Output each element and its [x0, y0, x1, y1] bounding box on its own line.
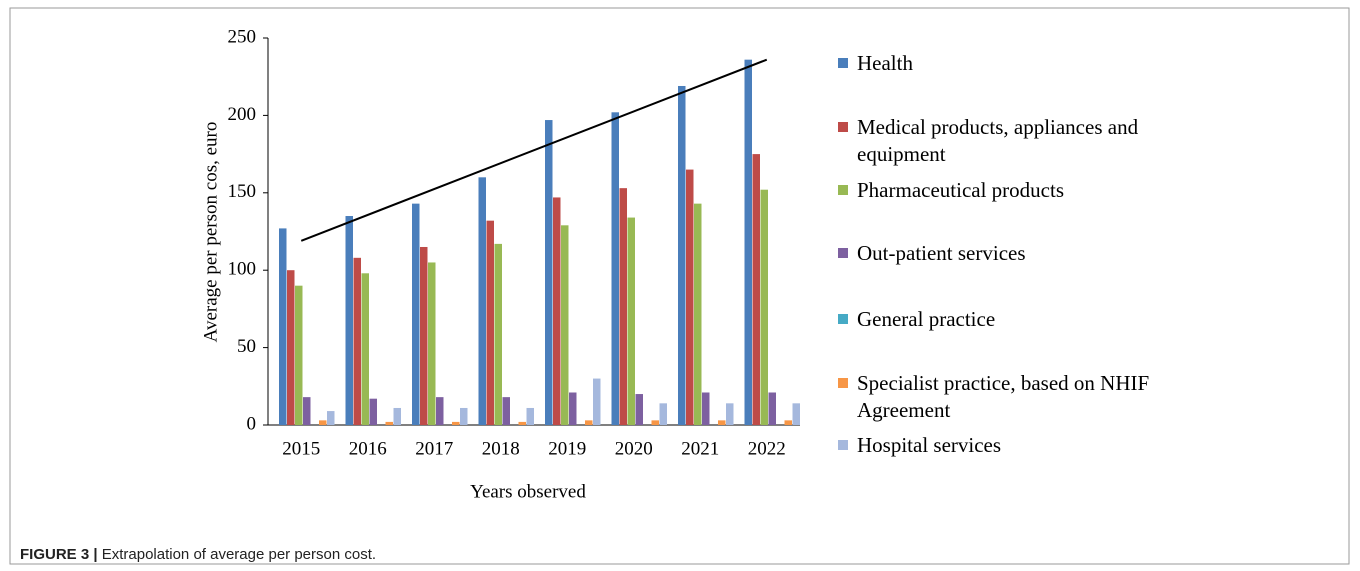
bar	[295, 285, 303, 425]
bar	[686, 169, 694, 425]
bar	[627, 217, 635, 425]
legend-label: Out-patient services	[857, 241, 1026, 265]
y-tick-label: 0	[247, 413, 257, 434]
bar	[561, 225, 569, 425]
bar	[792, 403, 800, 425]
bar	[744, 59, 752, 426]
x-tick-label: 2016	[349, 438, 387, 459]
caption-text: Extrapolation of average per person cost…	[101, 546, 377, 563]
legend-swatch	[838, 314, 848, 324]
legend-swatch	[838, 185, 848, 195]
bar	[553, 197, 561, 425]
legend-label: Pharmaceutical products	[857, 178, 1065, 202]
bar	[635, 394, 643, 425]
bar	[412, 203, 420, 425]
legend-label: Medical products, appliances and equipme…	[857, 115, 1139, 166]
x-tick-label: 2015	[282, 438, 320, 459]
bar	[452, 421, 460, 425]
bar	[702, 392, 710, 425]
bar	[279, 228, 287, 425]
bar	[726, 403, 734, 425]
bar	[436, 397, 444, 425]
bar	[545, 120, 553, 425]
bar	[611, 112, 619, 425]
x-tick-label: 2022	[748, 438, 786, 459]
caption: FIGURE 3 | Extrapolation of average per …	[20, 546, 376, 563]
x-tick-label: 2017	[415, 438, 453, 459]
figure-border	[9, 7, 1350, 565]
bar	[486, 220, 494, 425]
bar	[593, 378, 601, 425]
y-tick-label: 50	[237, 336, 256, 357]
legend-label: Hospital services	[857, 433, 1002, 457]
bar	[502, 397, 510, 425]
legend-swatch	[838, 58, 848, 68]
bar	[569, 392, 577, 425]
bar	[752, 154, 760, 425]
legend-swatch	[838, 378, 848, 388]
bar	[287, 270, 295, 425]
bar	[478, 177, 486, 425]
bar	[319, 420, 327, 425]
bar	[760, 189, 768, 425]
bar	[494, 243, 502, 425]
legend-swatch	[838, 122, 848, 132]
legend-swatch	[838, 440, 848, 450]
bar	[460, 407, 468, 425]
bar	[678, 85, 686, 425]
legend-label: General practice	[857, 307, 996, 331]
caption-label: FIGURE 3 |	[20, 546, 98, 563]
y-axis-label: Average per person cos, euro	[200, 122, 221, 343]
bar	[353, 257, 361, 425]
bar	[619, 188, 627, 425]
bar	[393, 407, 401, 425]
x-tick-label: 2021	[681, 438, 719, 459]
bar	[694, 203, 702, 425]
bar	[718, 420, 726, 425]
bar	[345, 216, 353, 425]
bar	[518, 421, 526, 425]
bar	[303, 397, 311, 425]
y-tick-label: 200	[228, 104, 257, 125]
x-axis-label: Years observed	[470, 481, 586, 502]
bar	[784, 420, 792, 425]
bar	[585, 420, 593, 425]
bar	[428, 262, 436, 425]
legend-swatch	[838, 248, 848, 258]
trend-line	[300, 58, 768, 242]
legend-label: Specialist practice, based on NHIF Agree…	[857, 371, 1150, 422]
bar	[369, 398, 377, 425]
x-tick-label: 2020	[615, 438, 653, 459]
bar	[385, 421, 393, 425]
bar	[361, 273, 369, 425]
y-tick-label: 250	[228, 26, 257, 47]
bar	[327, 411, 335, 425]
legend-label: Health	[857, 51, 913, 75]
x-tick-label: 2019	[548, 438, 586, 459]
bar	[768, 392, 776, 425]
bar	[651, 420, 659, 425]
y-tick-label: 100	[228, 259, 257, 280]
bar	[420, 246, 428, 425]
x-tick-label: 2018	[482, 438, 520, 459]
bar	[526, 407, 534, 425]
y-tick-label: 150	[228, 181, 257, 202]
bar	[659, 403, 667, 425]
